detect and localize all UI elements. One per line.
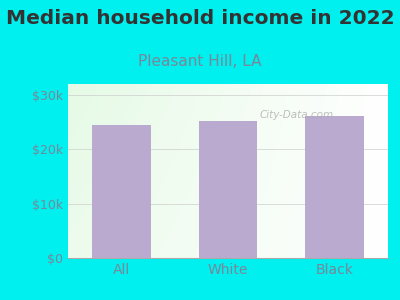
Text: Pleasant Hill, LA: Pleasant Hill, LA	[138, 54, 262, 69]
Text: City-Data.com: City-Data.com	[260, 110, 334, 120]
Text: Median household income in 2022: Median household income in 2022	[6, 9, 394, 28]
Bar	[92, 125, 151, 258]
Bar	[305, 116, 364, 258]
Bar	[199, 121, 257, 258]
